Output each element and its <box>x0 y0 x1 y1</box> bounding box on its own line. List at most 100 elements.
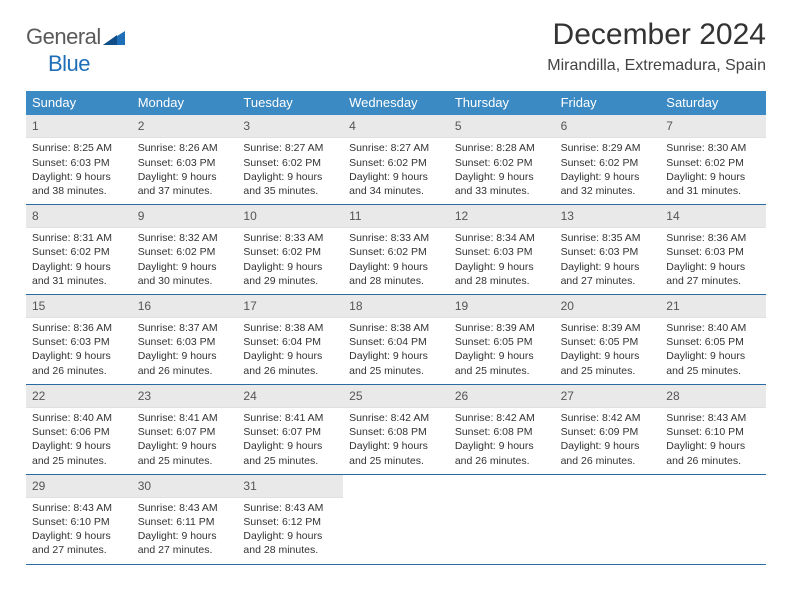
week-row: 8Sunrise: 8:31 AMSunset: 6:02 PMDaylight… <box>26 205 766 295</box>
daylight-line: Daylight: 9 hours and 26 minutes. <box>32 349 126 377</box>
day-body: Sunrise: 8:40 AMSunset: 6:05 PMDaylight:… <box>660 318 766 378</box>
daylight-line: Daylight: 9 hours and 26 minutes. <box>561 439 655 467</box>
sunset-line: Sunset: 6:11 PM <box>138 515 232 529</box>
daylight-line: Daylight: 9 hours and 28 minutes. <box>349 260 443 288</box>
week-row: 1Sunrise: 8:25 AMSunset: 6:03 PMDaylight… <box>26 115 766 205</box>
daylight-line: Daylight: 9 hours and 25 minutes. <box>455 349 549 377</box>
day-cell: 26Sunrise: 8:42 AMSunset: 6:08 PMDayligh… <box>449 385 555 474</box>
day-body: Sunrise: 8:43 AMSunset: 6:12 PMDaylight:… <box>237 498 343 558</box>
day-cell: 20Sunrise: 8:39 AMSunset: 6:05 PMDayligh… <box>555 295 661 384</box>
day-number: 6 <box>555 115 661 138</box>
day-cell: 8Sunrise: 8:31 AMSunset: 6:02 PMDaylight… <box>26 205 132 294</box>
day-cell: 18Sunrise: 8:38 AMSunset: 6:04 PMDayligh… <box>343 295 449 384</box>
dow-cell: Thursday <box>449 91 555 115</box>
day-body: Sunrise: 8:39 AMSunset: 6:05 PMDaylight:… <box>555 318 661 378</box>
daylight-line: Daylight: 9 hours and 27 minutes. <box>666 260 760 288</box>
day-number: 15 <box>26 295 132 318</box>
sunrise-line: Sunrise: 8:42 AM <box>561 411 655 425</box>
day-body: Sunrise: 8:29 AMSunset: 6:02 PMDaylight:… <box>555 138 661 198</box>
sunset-line: Sunset: 6:03 PM <box>138 335 232 349</box>
week-row: 22Sunrise: 8:40 AMSunset: 6:06 PMDayligh… <box>26 385 766 475</box>
weeks-container: 1Sunrise: 8:25 AMSunset: 6:03 PMDaylight… <box>26 115 766 564</box>
sunrise-line: Sunrise: 8:31 AM <box>32 231 126 245</box>
daylight-line: Daylight: 9 hours and 25 minutes. <box>666 349 760 377</box>
dow-cell: Tuesday <box>237 91 343 115</box>
daylight-line: Daylight: 9 hours and 33 minutes. <box>455 170 549 198</box>
daylight-line: Daylight: 9 hours and 25 minutes. <box>243 439 337 467</box>
daylight-line: Daylight: 9 hours and 25 minutes. <box>32 439 126 467</box>
sunrise-line: Sunrise: 8:35 AM <box>561 231 655 245</box>
day-cell: 13Sunrise: 8:35 AMSunset: 6:03 PMDayligh… <box>555 205 661 294</box>
daylight-line: Daylight: 9 hours and 38 minutes. <box>32 170 126 198</box>
dow-cell: Saturday <box>660 91 766 115</box>
sunrise-line: Sunrise: 8:27 AM <box>243 141 337 155</box>
day-body: Sunrise: 8:33 AMSunset: 6:02 PMDaylight:… <box>343 228 449 288</box>
day-number: 8 <box>26 205 132 228</box>
sunset-line: Sunset: 6:08 PM <box>349 425 443 439</box>
day-cell: 9Sunrise: 8:32 AMSunset: 6:02 PMDaylight… <box>132 205 238 294</box>
day-cell: 5Sunrise: 8:28 AMSunset: 6:02 PMDaylight… <box>449 115 555 204</box>
sunrise-line: Sunrise: 8:30 AM <box>666 141 760 155</box>
daylight-line: Daylight: 9 hours and 28 minutes. <box>243 529 337 557</box>
sunrise-line: Sunrise: 8:42 AM <box>349 411 443 425</box>
sunset-line: Sunset: 6:08 PM <box>455 425 549 439</box>
day-number: 21 <box>660 295 766 318</box>
daylight-line: Daylight: 9 hours and 28 minutes. <box>455 260 549 288</box>
day-cell <box>449 475 555 564</box>
daylight-line: Daylight: 9 hours and 34 minutes. <box>349 170 443 198</box>
day-cell: 15Sunrise: 8:36 AMSunset: 6:03 PMDayligh… <box>26 295 132 384</box>
day-of-week-header: SundayMondayTuesdayWednesdayThursdayFrid… <box>26 91 766 115</box>
day-cell: 7Sunrise: 8:30 AMSunset: 6:02 PMDaylight… <box>660 115 766 204</box>
day-number: 3 <box>237 115 343 138</box>
day-cell <box>555 475 661 564</box>
daylight-line: Daylight: 9 hours and 37 minutes. <box>138 170 232 198</box>
day-number: 1 <box>26 115 132 138</box>
day-body: Sunrise: 8:33 AMSunset: 6:02 PMDaylight:… <box>237 228 343 288</box>
sunset-line: Sunset: 6:06 PM <box>32 425 126 439</box>
daylight-line: Daylight: 9 hours and 32 minutes. <box>561 170 655 198</box>
sunset-line: Sunset: 6:03 PM <box>666 245 760 259</box>
day-body: Sunrise: 8:43 AMSunset: 6:11 PMDaylight:… <box>132 498 238 558</box>
sunset-line: Sunset: 6:05 PM <box>561 335 655 349</box>
day-number: 20 <box>555 295 661 318</box>
daylight-line: Daylight: 9 hours and 25 minutes. <box>561 349 655 377</box>
day-number: 13 <box>555 205 661 228</box>
sunset-line: Sunset: 6:02 PM <box>561 156 655 170</box>
day-cell: 2Sunrise: 8:26 AMSunset: 6:03 PMDaylight… <box>132 115 238 204</box>
day-body: Sunrise: 8:42 AMSunset: 6:08 PMDaylight:… <box>449 408 555 468</box>
daylight-line: Daylight: 9 hours and 26 minutes. <box>243 349 337 377</box>
day-number: 10 <box>237 205 343 228</box>
day-number: 7 <box>660 115 766 138</box>
sunrise-line: Sunrise: 8:33 AM <box>349 231 443 245</box>
sunrise-line: Sunrise: 8:42 AM <box>455 411 549 425</box>
daylight-line: Daylight: 9 hours and 26 minutes. <box>455 439 549 467</box>
sunset-line: Sunset: 6:02 PM <box>243 245 337 259</box>
daylight-line: Daylight: 9 hours and 25 minutes. <box>138 439 232 467</box>
day-body: Sunrise: 8:39 AMSunset: 6:05 PMDaylight:… <box>449 318 555 378</box>
sunset-line: Sunset: 6:03 PM <box>455 245 549 259</box>
day-body: Sunrise: 8:40 AMSunset: 6:06 PMDaylight:… <box>26 408 132 468</box>
sunset-line: Sunset: 6:02 PM <box>455 156 549 170</box>
day-cell: 25Sunrise: 8:42 AMSunset: 6:08 PMDayligh… <box>343 385 449 474</box>
daylight-line: Daylight: 9 hours and 27 minutes. <box>561 260 655 288</box>
day-number: 4 <box>343 115 449 138</box>
daylight-line: Daylight: 9 hours and 26 minutes. <box>138 349 232 377</box>
week-row: 29Sunrise: 8:43 AMSunset: 6:10 PMDayligh… <box>26 475 766 565</box>
logo-word-2: Blue <box>48 51 90 76</box>
sunset-line: Sunset: 6:04 PM <box>243 335 337 349</box>
daylight-line: Daylight: 9 hours and 25 minutes. <box>349 439 443 467</box>
sunrise-line: Sunrise: 8:41 AM <box>138 411 232 425</box>
day-body: Sunrise: 8:32 AMSunset: 6:02 PMDaylight:… <box>132 228 238 288</box>
day-number: 19 <box>449 295 555 318</box>
sunrise-line: Sunrise: 8:41 AM <box>243 411 337 425</box>
day-body: Sunrise: 8:34 AMSunset: 6:03 PMDaylight:… <box>449 228 555 288</box>
sunrise-line: Sunrise: 8:37 AM <box>138 321 232 335</box>
sunset-line: Sunset: 6:02 PM <box>32 245 126 259</box>
page-title: December 2024 <box>547 18 766 51</box>
day-number: 17 <box>237 295 343 318</box>
day-body: Sunrise: 8:27 AMSunset: 6:02 PMDaylight:… <box>237 138 343 198</box>
sunset-line: Sunset: 6:03 PM <box>138 156 232 170</box>
day-number: 12 <box>449 205 555 228</box>
day-cell: 11Sunrise: 8:33 AMSunset: 6:02 PMDayligh… <box>343 205 449 294</box>
sunset-line: Sunset: 6:05 PM <box>666 335 760 349</box>
